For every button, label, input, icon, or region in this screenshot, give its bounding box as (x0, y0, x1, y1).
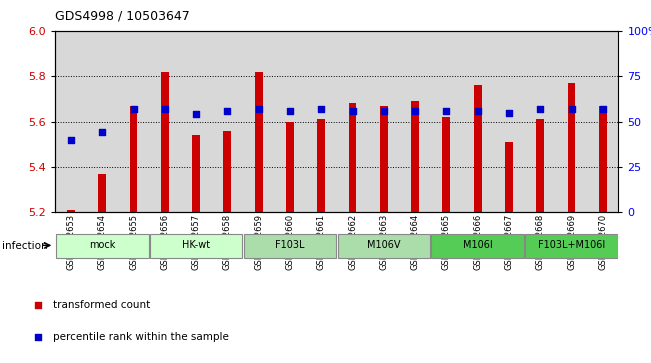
Bar (255, 72, 262, 212)
Bar (431, 31, 462, 212)
Point (598, 106, 608, 112)
Text: F103L+M106I: F103L+M106I (538, 240, 605, 250)
Bar (274, 31, 305, 212)
Bar (149, 31, 180, 212)
Point (535, 106, 546, 112)
Point (566, 106, 577, 112)
Bar (525, 31, 556, 212)
Bar (55, 31, 87, 212)
Point (66, 137, 76, 143)
Bar (443, 117, 450, 212)
Bar (337, 31, 368, 212)
Bar (161, 72, 169, 212)
Point (410, 108, 421, 114)
Point (253, 106, 264, 112)
Bar (243, 31, 274, 212)
Bar (380, 106, 388, 212)
Bar (286, 122, 294, 212)
Point (222, 108, 232, 114)
Point (128, 106, 139, 112)
Bar (130, 106, 137, 212)
Bar (180, 31, 212, 212)
Bar (305, 31, 337, 212)
Text: F103L: F103L (275, 240, 305, 250)
Bar (150, 234, 242, 258)
Bar (212, 31, 243, 212)
Point (284, 108, 295, 114)
Text: M106I: M106I (463, 240, 493, 250)
Bar (474, 85, 482, 212)
Point (473, 108, 483, 114)
Text: GDS4998 / 10503647: GDS4998 / 10503647 (55, 9, 190, 22)
Point (159, 106, 170, 112)
Bar (243, 234, 337, 258)
Bar (337, 234, 430, 258)
Point (316, 106, 326, 112)
Bar (505, 142, 513, 212)
Bar (556, 31, 587, 212)
Bar (118, 31, 149, 212)
Point (33, 335, 43, 340)
Bar (317, 119, 325, 212)
Text: mock: mock (89, 240, 115, 250)
Bar (432, 234, 524, 258)
Bar (400, 31, 431, 212)
Point (379, 108, 389, 114)
Bar (599, 106, 607, 212)
Text: M106V: M106V (367, 240, 400, 250)
Bar (493, 31, 525, 212)
Bar (525, 234, 618, 258)
Bar (349, 103, 357, 212)
Bar (223, 131, 231, 212)
Bar (67, 210, 75, 212)
Bar (587, 31, 618, 212)
Point (348, 108, 358, 114)
Text: transformed count: transformed count (53, 300, 150, 310)
Text: HK-wt: HK-wt (182, 240, 210, 250)
Bar (568, 83, 575, 212)
Point (191, 111, 201, 117)
Text: infection: infection (2, 241, 48, 251)
Bar (87, 31, 118, 212)
Bar (536, 119, 544, 212)
Point (504, 110, 514, 115)
Bar (98, 174, 106, 212)
Bar (368, 31, 400, 212)
Bar (462, 31, 493, 212)
Point (441, 108, 452, 114)
Bar (192, 135, 200, 212)
Bar (411, 101, 419, 212)
Point (33, 302, 43, 308)
Text: percentile rank within the sample: percentile rank within the sample (53, 333, 229, 342)
Point (97, 130, 107, 135)
Bar (56, 234, 148, 258)
